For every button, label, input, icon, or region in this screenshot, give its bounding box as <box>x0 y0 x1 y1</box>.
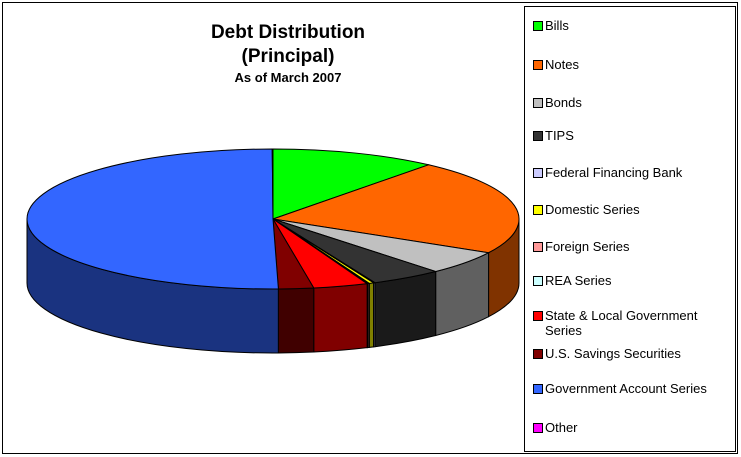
legend-swatch <box>533 423 543 433</box>
legend-item: Domestic Series <box>533 202 731 217</box>
legend-item: Notes <box>533 57 731 72</box>
legend-item: Federal Financing Bank <box>533 165 731 180</box>
pie-slice-side-8 <box>313 283 368 353</box>
legend-item: Other <box>533 420 731 435</box>
legend-label: Government Account Series <box>545 381 707 396</box>
legend-swatch <box>533 60 543 70</box>
legend-item: TIPS <box>533 128 731 143</box>
legend-label: Bonds <box>545 95 582 110</box>
legend-item: U.S. Savings Securities <box>533 346 731 361</box>
pie-slice-1 <box>272 164 520 254</box>
legend-swatch <box>533 276 543 286</box>
legend-swatch <box>533 311 543 321</box>
pie-slice-11 <box>271 148 274 220</box>
pie-slice-side-3 <box>374 270 437 348</box>
legend-label: Federal Financing Bank <box>545 165 683 180</box>
chart-title-line2: (Principal) <box>241 46 335 67</box>
legend-swatch <box>533 205 543 215</box>
legend-item: State & Local Government Series <box>533 308 731 338</box>
pie-chart <box>26 148 520 354</box>
legend-item: Government Account Series <box>533 381 731 396</box>
chart-title: Debt Distribution (Principal) As of Marc… <box>153 21 423 87</box>
legend-swatch <box>533 349 543 359</box>
legend-label: State & Local Government Series <box>545 308 698 338</box>
chart-title-line1: Debt Distribution <box>210 22 366 43</box>
legend-item: REA Series <box>533 273 731 288</box>
legend-label: Other <box>545 420 578 435</box>
legend-item: Bills <box>533 18 731 33</box>
legend-label: Domestic Series <box>545 202 640 217</box>
legend-label: U.S. Savings Securities <box>545 346 681 361</box>
chart-subtitle: As of March 2007 <box>234 70 342 85</box>
legend-label: Bills <box>545 18 569 33</box>
legend-swatch <box>533 168 543 178</box>
pie-slice-side-9 <box>277 287 315 354</box>
legend-swatch <box>533 384 543 394</box>
pie-slice-side-5 <box>368 282 375 348</box>
legend-swatch <box>533 98 543 108</box>
legend-swatch <box>533 131 543 141</box>
chart-legend: Bills Notes Bonds TIPS Federal Financing Ban… <box>524 6 736 452</box>
legend-item: Bonds <box>533 95 731 110</box>
legend-label: TIPS <box>545 128 574 143</box>
pie-slice-10 <box>26 148 279 290</box>
legend-label: REA Series <box>545 273 612 288</box>
legend-swatch <box>533 242 543 252</box>
legend-swatch <box>533 21 543 31</box>
legend-label: Notes <box>545 57 579 72</box>
pie-slice-0 <box>272 148 431 220</box>
legend-label: Foreign Series <box>545 239 630 254</box>
legend-item: Foreign Series <box>533 239 731 254</box>
